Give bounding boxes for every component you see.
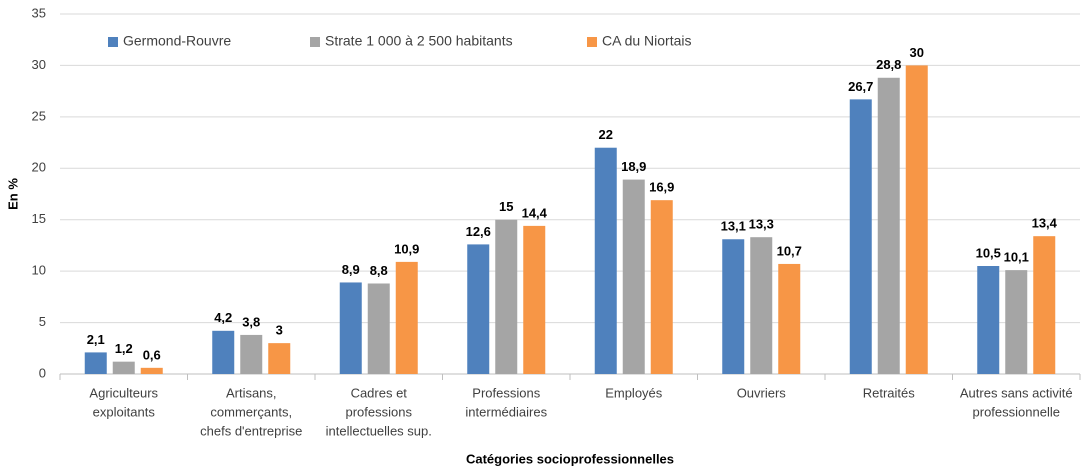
x-tick-label: chefs d'entreprise xyxy=(200,423,302,438)
bar xyxy=(905,65,928,374)
x-tick-label: professionnelle xyxy=(973,404,1060,419)
y-axis-label: En % xyxy=(5,178,20,210)
x-axis-label: Catégories socioprofessionnelles xyxy=(466,451,674,466)
y-tick-label: 10 xyxy=(32,263,46,278)
legend-swatch xyxy=(587,37,597,47)
value-label: 8,8 xyxy=(370,263,388,278)
y-tick-label: 0 xyxy=(39,365,46,380)
value-label: 13,3 xyxy=(749,217,774,232)
y-tick-label: 15 xyxy=(32,211,46,226)
bar xyxy=(240,334,263,374)
value-label: 1,2 xyxy=(115,341,133,356)
x-tick-label: professions xyxy=(346,404,413,419)
bar xyxy=(367,283,390,374)
value-label: 10,5 xyxy=(976,245,1001,260)
y-tick-label: 35 xyxy=(32,5,46,20)
x-tick-label: Ouvriers xyxy=(737,385,787,400)
value-label: 30 xyxy=(910,45,924,60)
bar xyxy=(1033,236,1056,374)
bar xyxy=(778,263,801,374)
y-tick-label: 25 xyxy=(32,108,46,123)
x-tick-label: intermédiaires xyxy=(465,404,547,419)
x-tick-label: commerçants, xyxy=(210,404,292,419)
value-label: 16,9 xyxy=(649,180,674,195)
value-label: 12,6 xyxy=(466,224,491,239)
value-label: 18,9 xyxy=(621,159,646,174)
legend-swatch xyxy=(310,37,320,47)
x-tick-label: Retraités xyxy=(863,385,916,400)
x-tick-label: exploitants xyxy=(93,404,156,419)
bar xyxy=(622,179,645,374)
bar xyxy=(495,219,518,374)
value-label: 14,4 xyxy=(522,205,548,220)
value-label: 3 xyxy=(276,323,283,338)
value-label: 2,1 xyxy=(87,332,105,347)
value-label: 10,7 xyxy=(777,243,802,258)
value-label: 13,4 xyxy=(1032,216,1058,231)
bar xyxy=(268,343,291,374)
bar xyxy=(339,282,362,374)
value-label: 8,9 xyxy=(342,262,360,277)
x-tick-label: Professions xyxy=(472,385,540,400)
x-tick-label: Cadres et xyxy=(351,385,408,400)
value-label: 28,8 xyxy=(876,57,901,72)
bar xyxy=(849,99,872,374)
bar xyxy=(594,147,617,374)
legend-swatch xyxy=(108,37,118,47)
x-tick-label: Artisans, xyxy=(226,385,277,400)
y-tick-label: 5 xyxy=(39,314,46,329)
value-label: 26,7 xyxy=(848,79,873,94)
y-tick-label: 30 xyxy=(32,57,46,72)
value-label: 22 xyxy=(599,127,613,142)
bar xyxy=(140,367,163,374)
bar xyxy=(722,239,745,374)
x-tick-label: Agriculteurs xyxy=(89,385,158,400)
y-tick-label: 20 xyxy=(32,160,46,175)
bar xyxy=(750,237,773,374)
value-label: 10,1 xyxy=(1004,250,1029,265)
bar xyxy=(977,266,1000,374)
bar xyxy=(395,261,418,374)
value-label: 15 xyxy=(499,199,513,214)
legend-label: Germond-Rouvre xyxy=(123,33,231,49)
bar xyxy=(877,77,900,375)
value-label: 10,9 xyxy=(394,241,419,256)
bar xyxy=(112,361,135,374)
legend-label: CA du Niortais xyxy=(602,33,691,49)
x-tick-label: Autres sans activité xyxy=(960,385,1073,400)
bar xyxy=(523,225,546,374)
bar xyxy=(650,200,673,374)
legend-label: Strate 1 000 à 2 500 habitants xyxy=(325,33,513,49)
value-label: 13,1 xyxy=(721,219,746,234)
bar xyxy=(467,244,490,374)
bar xyxy=(84,352,107,374)
bar xyxy=(212,330,235,374)
bar xyxy=(1005,270,1028,374)
value-label: 4,2 xyxy=(214,310,232,325)
x-tick-label: intellectuelles sup. xyxy=(326,423,432,438)
x-tick-label: Employés xyxy=(605,385,663,400)
value-label: 0,6 xyxy=(143,347,161,362)
value-label: 3,8 xyxy=(242,314,260,329)
